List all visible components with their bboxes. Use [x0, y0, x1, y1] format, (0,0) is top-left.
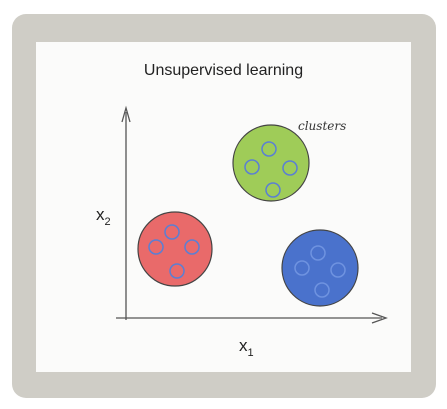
data-point: [294, 260, 310, 276]
red-cluster: [137, 211, 213, 287]
y-axis-subscript: 2: [105, 216, 111, 228]
y-axis-letter: x: [96, 205, 105, 224]
x-axis-label: x1: [239, 336, 254, 359]
blue-cluster: [281, 229, 359, 307]
data-point: [282, 160, 298, 176]
data-point: [314, 282, 330, 298]
y-axis: [121, 105, 131, 320]
data-point: [265, 182, 281, 198]
data-point: [148, 239, 164, 255]
diagram-title: Unsupervised learning: [143, 62, 304, 79]
data-point: [169, 263, 185, 279]
x-axis: [116, 312, 388, 324]
cluster-diagram: x2 x1 clusters: [96, 105, 388, 359]
green-cluster: [232, 124, 310, 202]
data-point: [184, 239, 200, 255]
red-cluster-blob: [137, 211, 213, 287]
data-point: [330, 262, 346, 278]
x-axis-letter: x: [239, 336, 248, 355]
blue-cluster-blob: [281, 229, 359, 307]
data-point: [164, 224, 180, 240]
data-point: [244, 159, 260, 175]
y-axis-label: x2: [96, 205, 111, 228]
x-axis-subscript: 1: [248, 347, 254, 359]
clusters-annotation: clusters: [298, 119, 346, 133]
data-point: [310, 245, 326, 261]
green-cluster-blob: [232, 124, 310, 202]
diagram-panel: Unsupervised learning x2 x1 clusters: [36, 42, 411, 372]
data-point: [261, 141, 277, 157]
